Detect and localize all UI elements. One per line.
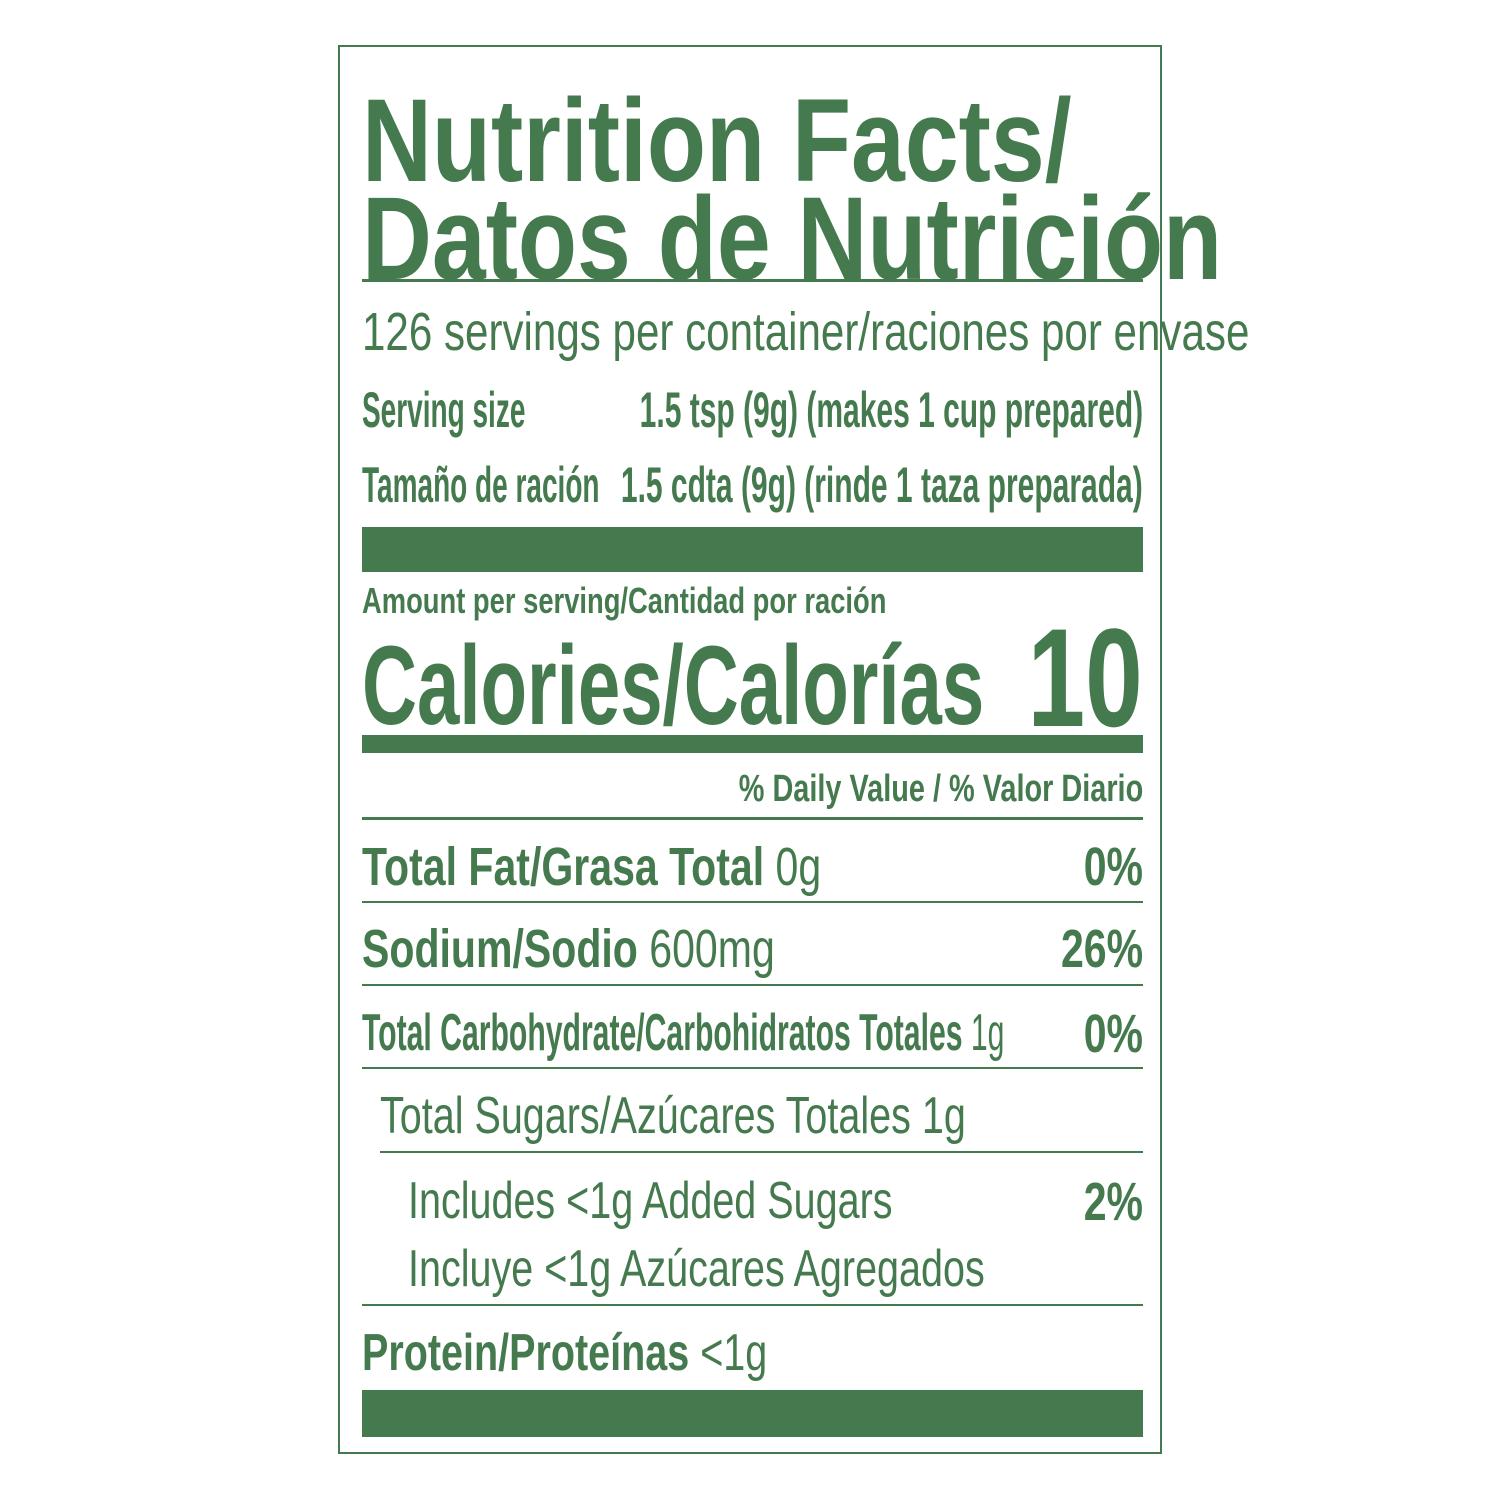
serving-size-es-value: 1.5 cdta (9g) (rinde 1 taza preparada) <box>621 457 1143 513</box>
divider <box>362 984 1143 986</box>
divider <box>362 901 1143 903</box>
nutrient-row-protein: Protein/Proteínas <1g <box>362 1327 767 1379</box>
nutrient-amount: 0g <box>775 837 822 897</box>
nutrient-label: Total Carbohydrate/Carbohidratos Totales <box>362 1004 963 1062</box>
nutrient-label: Total Fat/Grasa Total <box>362 837 765 897</box>
divider <box>362 1067 1143 1069</box>
title-spanish: Datos de Nutrición <box>362 173 1223 305</box>
serving-size-value: 1.5 tsp (9g) (makes 1 cup prepared) <box>639 382 1143 438</box>
serving-size-label: Serving size <box>362 382 526 438</box>
divider <box>380 1151 1143 1153</box>
nutrient-dv: 26% <box>1060 919 1143 979</box>
nutrient-row-added-sugars: Includes <1g Added Sugars <box>408 1172 893 1230</box>
nutrient-row-total-fat: Total Fat/Grasa Total 0g <box>362 840 821 894</box>
nutrient-row-carbohydrate: Total Carbohydrate/Carbohidratos Totales… <box>362 1007 1004 1059</box>
calories-label: Calories/Calorías <box>362 623 985 748</box>
medium-bar <box>362 735 1143 753</box>
nutrient-amount: 600mg <box>649 919 775 979</box>
nutrient-amount: 1g <box>970 1004 1005 1062</box>
calories-value: 10 <box>1027 599 1143 756</box>
thick-bar <box>362 1390 1143 1437</box>
divider <box>362 1304 1143 1306</box>
nutrient-amount: <1g <box>700 1324 768 1382</box>
serving-size-es-label: Tamaño de ración <box>362 457 600 513</box>
title-english: Nutrition Facts/ <box>362 75 1072 207</box>
nutrient-dv: 2% <box>1083 1172 1143 1232</box>
nutrient-row-added-sugars-es: Incluye <1g Azúcares Agregados <box>408 1240 985 1298</box>
amount-per-serving: Amount per serving/Cantidad por ración <box>362 580 887 621</box>
divider <box>362 279 1143 282</box>
nutrient-label: Sodium/Sodio <box>362 919 638 979</box>
nutrient-dv: 0% <box>1083 837 1143 897</box>
thick-bar <box>362 527 1143 572</box>
label-border <box>338 45 1162 1454</box>
nutrient-label: Protein/Proteínas <box>362 1324 690 1382</box>
nutrient-row-sodium: Sodium/Sodio 600mg <box>362 922 775 976</box>
nutrient-dv: 0% <box>1083 1004 1143 1064</box>
divider <box>362 817 1143 820</box>
daily-value-header: % Daily Value / % Valor Diario <box>738 768 1143 810</box>
servings-per-container: 126 servings per container/raciones por … <box>362 302 1250 362</box>
nutrient-row-total-sugars: Total Sugars/Azúcares Totales 1g <box>380 1087 966 1145</box>
